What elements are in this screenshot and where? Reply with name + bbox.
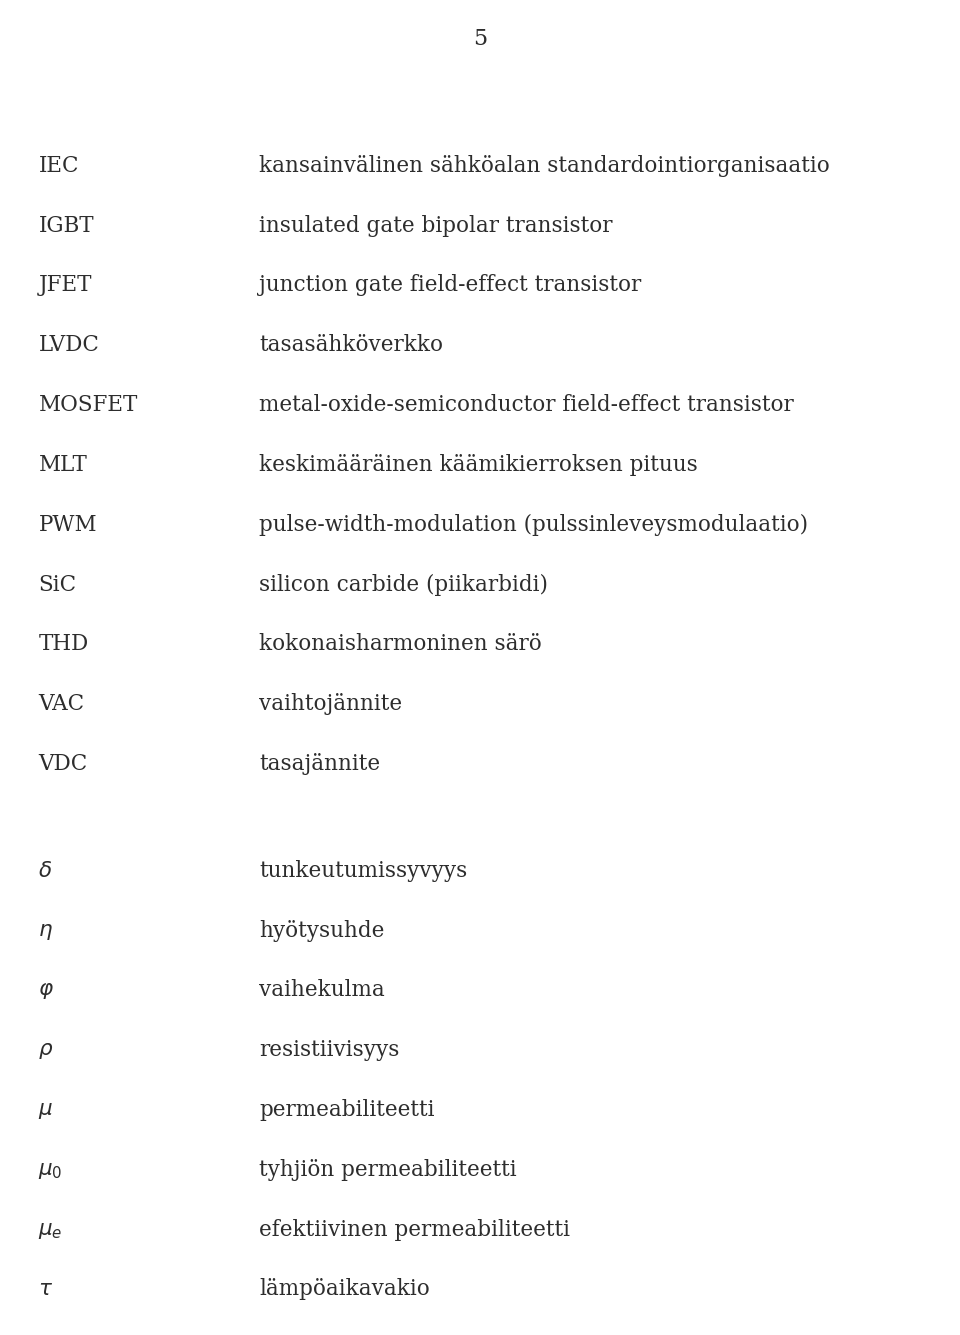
Text: $\varphi$: $\varphi$ bbox=[38, 980, 55, 1001]
Text: $\delta$: $\delta$ bbox=[38, 860, 53, 881]
Text: $\tau$: $\tau$ bbox=[38, 1279, 54, 1300]
Text: insulated gate bipolar transistor: insulated gate bipolar transistor bbox=[259, 215, 612, 236]
Text: $\mu$: $\mu$ bbox=[38, 1099, 54, 1121]
Text: hyötysuhde: hyötysuhde bbox=[259, 920, 385, 941]
Text: keskimääräinen käämikierroksen pituus: keskimääräinen käämikierroksen pituus bbox=[259, 454, 698, 475]
Text: LVDC: LVDC bbox=[38, 334, 99, 356]
Text: IGBT: IGBT bbox=[38, 215, 94, 236]
Text: vaihtojännite: vaihtojännite bbox=[259, 693, 402, 716]
Text: MOSFET: MOSFET bbox=[38, 394, 138, 417]
Text: $\rho$: $\rho$ bbox=[38, 1039, 54, 1061]
Text: permeabiliteetti: permeabiliteetti bbox=[259, 1099, 435, 1121]
Text: pulse-width-modulation (pulssinleveysmodulaatio): pulse-width-modulation (pulssinleveysmod… bbox=[259, 514, 808, 535]
Text: MLT: MLT bbox=[38, 454, 87, 475]
Text: $\mu_e$: $\mu_e$ bbox=[38, 1219, 63, 1240]
Text: tyhjiön permeabiliteetti: tyhjiön permeabiliteetti bbox=[259, 1159, 516, 1180]
Text: silicon carbide (piikarbidi): silicon carbide (piikarbidi) bbox=[259, 574, 548, 595]
Text: VAC: VAC bbox=[38, 693, 84, 716]
Text: tasasähköverkko: tasasähköverkko bbox=[259, 334, 444, 356]
Text: PWM: PWM bbox=[38, 514, 97, 535]
Text: lämpöaikavakio: lämpöaikavakio bbox=[259, 1279, 430, 1300]
Text: $\mu_0$: $\mu_0$ bbox=[38, 1159, 63, 1180]
Text: SiC: SiC bbox=[38, 574, 77, 595]
Text: tunkeutumissyvyys: tunkeutumissyvyys bbox=[259, 860, 468, 881]
Text: THD: THD bbox=[38, 633, 88, 655]
Text: metal-oxide-semiconductor field-effect transistor: metal-oxide-semiconductor field-effect t… bbox=[259, 394, 794, 417]
Text: vaihekulma: vaihekulma bbox=[259, 980, 385, 1001]
Text: kokonaisharmoninen särö: kokonaisharmoninen särö bbox=[259, 633, 542, 655]
Text: VDC: VDC bbox=[38, 753, 87, 774]
Text: efektiivinen permeabiliteetti: efektiivinen permeabiliteetti bbox=[259, 1219, 570, 1240]
Text: kansainvälinen sähköalan standardointiorganisaatio: kansainvälinen sähköalan standardointior… bbox=[259, 155, 830, 176]
Text: $\eta$: $\eta$ bbox=[38, 920, 54, 941]
Text: resistiivisyys: resistiivisyys bbox=[259, 1039, 399, 1061]
Text: JFET: JFET bbox=[38, 275, 92, 296]
Text: junction gate field-effect transistor: junction gate field-effect transistor bbox=[259, 275, 641, 296]
Text: IEC: IEC bbox=[38, 155, 79, 176]
Text: tasajännite: tasajännite bbox=[259, 753, 380, 774]
Text: 5: 5 bbox=[473, 28, 487, 49]
